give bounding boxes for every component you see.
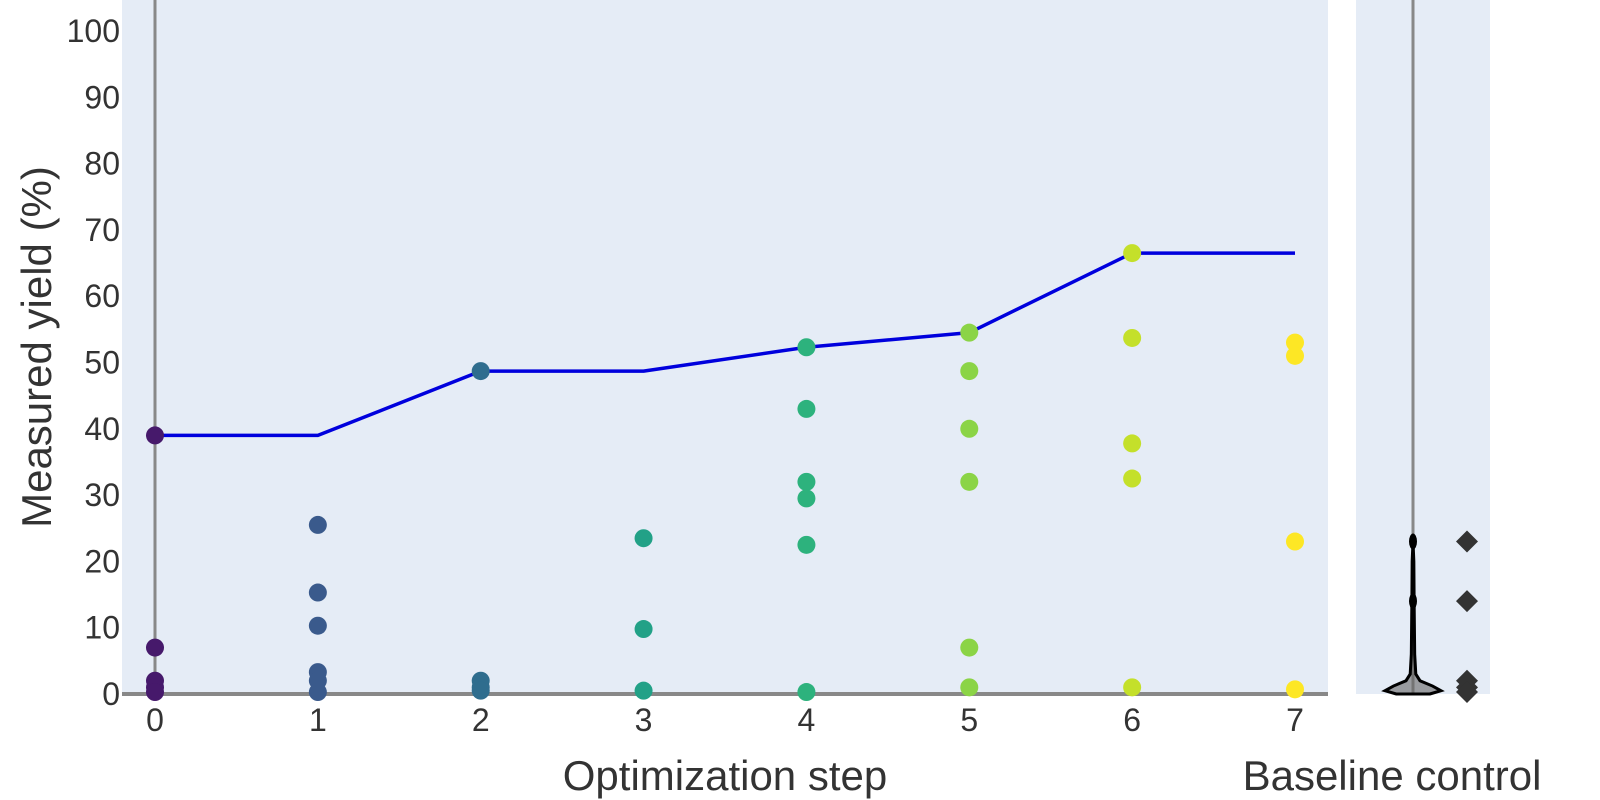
data-point — [1286, 333, 1304, 352]
y-tick-label: 70 — [84, 212, 120, 248]
baseline-point — [1456, 530, 1478, 553]
data-point — [1123, 469, 1142, 488]
data-point — [471, 362, 490, 381]
y-tick-label: 0 — [102, 676, 120, 712]
x-tick-label: 1 — [309, 702, 327, 738]
data-point — [308, 616, 327, 635]
x-tick-label: 0 — [146, 702, 164, 738]
violin-marker — [1409, 533, 1417, 550]
x-tick-label: 7 — [1286, 702, 1304, 738]
data-point — [1286, 532, 1304, 551]
data-point — [960, 638, 979, 657]
baseline-axis-title: Baseline control — [1243, 752, 1542, 799]
data-point — [1286, 680, 1304, 699]
baseline-plot-background — [1356, 0, 1490, 694]
data-point — [797, 472, 816, 491]
y-tick-label: 40 — [84, 411, 120, 447]
best-yield-line — [155, 251, 1295, 438]
data-point — [960, 323, 979, 342]
data-point — [634, 620, 653, 639]
y-tick-label: 90 — [84, 79, 120, 115]
tick-labels: 0 10 20 30 40 50 60 70 80 90 100 0 1 2 3 4 5 6 7 — [67, 13, 1304, 738]
x-tick-label: 5 — [960, 702, 978, 738]
baseline-layer — [1381, 530, 1478, 704]
y-tick-label: 60 — [84, 278, 120, 314]
violin-marker — [1409, 593, 1417, 610]
data-point — [308, 683, 327, 702]
y-tick-label: 100 — [67, 13, 120, 49]
scatter-points-layer — [146, 244, 1304, 702]
data-point — [797, 338, 816, 357]
data-point — [797, 399, 816, 418]
data-point — [1123, 434, 1142, 453]
best-yield-line-layer — [155, 251, 1295, 438]
data-point — [634, 681, 653, 700]
data-point — [1286, 346, 1304, 365]
y-tick-label: 10 — [84, 610, 120, 646]
x-axis-title: Optimization step — [563, 752, 887, 799]
data-point — [1123, 678, 1142, 697]
y-tick-label: 80 — [84, 146, 120, 182]
baseline-point — [1456, 681, 1478, 704]
main-plot-background — [122, 0, 1328, 694]
data-point — [1123, 328, 1142, 347]
y-tick-label: 20 — [84, 543, 120, 579]
data-point — [146, 638, 164, 657]
data-point — [960, 472, 979, 491]
baseline-violin — [1381, 541, 1445, 696]
data-point — [634, 529, 653, 548]
y-tick-label: 30 — [84, 477, 120, 513]
x-tick-label: 4 — [798, 702, 816, 738]
data-point — [797, 535, 816, 554]
data-point — [1123, 244, 1142, 263]
x-tick-label: 6 — [1123, 702, 1141, 738]
y-axis-title: Measured yield (%) — [13, 166, 60, 528]
x-tick-label: 2 — [472, 702, 490, 738]
data-point — [960, 362, 979, 381]
data-point — [146, 683, 164, 702]
x-tick-label: 3 — [635, 702, 653, 738]
data-point — [797, 683, 816, 702]
data-point — [797, 489, 816, 508]
data-point — [146, 426, 164, 445]
y-tick-label: 50 — [84, 345, 120, 381]
data-point — [308, 583, 327, 602]
data-point — [471, 681, 490, 700]
baseline-point — [1456, 590, 1478, 613]
data-point — [960, 678, 979, 697]
data-point — [960, 419, 979, 438]
data-point — [308, 515, 327, 534]
